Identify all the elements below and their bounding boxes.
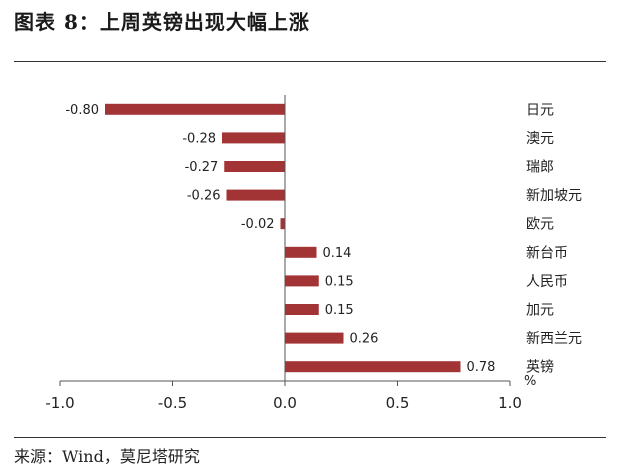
data-label: 0.15 bbox=[325, 303, 354, 318]
data-label: -0.27 bbox=[185, 160, 219, 175]
category-label: 日元 bbox=[526, 102, 554, 118]
category-label: 加元 bbox=[526, 303, 554, 319]
x-tick-label: 0.5 bbox=[386, 394, 410, 412]
bar bbox=[226, 189, 285, 201]
data-label: 0.14 bbox=[323, 246, 352, 261]
bar bbox=[285, 361, 461, 373]
data-label: -0.28 bbox=[182, 131, 216, 146]
category-label: 新西兰元 bbox=[526, 331, 582, 347]
data-label: 0.26 bbox=[350, 332, 379, 347]
bar bbox=[285, 304, 319, 315]
unit-label: % bbox=[524, 374, 536, 389]
x-tick-label: 0.0 bbox=[273, 394, 297, 412]
category-label: 瑞郎 bbox=[526, 160, 554, 176]
category-label: 新台币 bbox=[526, 245, 568, 261]
bar bbox=[285, 275, 319, 287]
source-note: 来源：Wind，莫尼塔研究 bbox=[14, 447, 200, 466]
bar bbox=[280, 218, 285, 230]
category-label: 欧元 bbox=[526, 217, 554, 233]
data-label: 0.15 bbox=[325, 274, 354, 289]
category-label: 英镑 bbox=[526, 359, 554, 376]
category-label: 澳元 bbox=[526, 131, 554, 147]
bar bbox=[105, 103, 285, 115]
bar bbox=[224, 161, 285, 172]
bar bbox=[285, 246, 317, 258]
category-label: 人民币 bbox=[526, 274, 568, 290]
x-tick-label: 1.0 bbox=[498, 394, 522, 412]
bar bbox=[222, 132, 285, 144]
category-label: 新加坡元 bbox=[526, 188, 582, 204]
top-rule bbox=[14, 61, 606, 62]
data-label: -0.80 bbox=[65, 103, 99, 118]
data-label: -0.02 bbox=[241, 217, 275, 232]
chart-title: 图表 8：上周英镑出现大幅上涨 bbox=[14, 10, 310, 34]
bar bbox=[285, 332, 344, 344]
bottom-rule bbox=[14, 437, 606, 438]
x-tick-label: -1.0 bbox=[45, 394, 74, 412]
data-label: -0.26 bbox=[187, 189, 221, 204]
data-label: 0.78 bbox=[467, 360, 496, 375]
x-tick-label: -0.5 bbox=[158, 394, 187, 412]
